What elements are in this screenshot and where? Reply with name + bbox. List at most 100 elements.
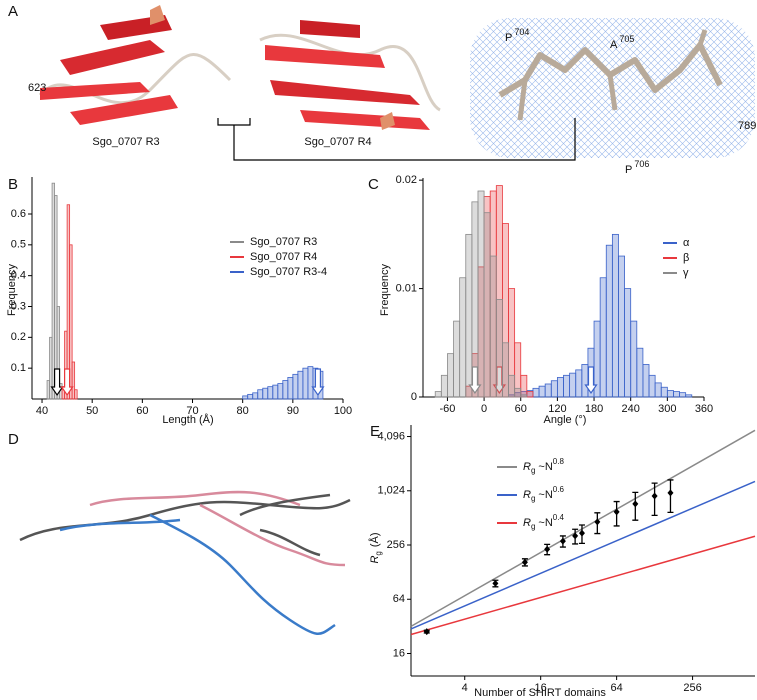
x-tick-label: 60 bbox=[136, 405, 148, 417]
histogram-bar bbox=[489, 255, 497, 398]
unit: (Å) bbox=[368, 532, 381, 547]
legend-label: Rg ~N0.6 bbox=[523, 485, 564, 503]
data-point bbox=[492, 579, 499, 587]
y-tick-label: 1,024 bbox=[377, 485, 405, 497]
mean-arrow bbox=[468, 366, 482, 395]
subscript: g bbox=[531, 494, 535, 503]
data-point bbox=[521, 558, 528, 566]
residue-number: 705 bbox=[619, 34, 634, 44]
histogram-bar bbox=[502, 342, 509, 398]
structure-label: Sgo_0707 R4 bbox=[304, 136, 371, 148]
histogram-bar bbox=[538, 385, 546, 398]
fit-line bbox=[410, 535, 756, 636]
y-tick-label: 0.02 bbox=[396, 174, 417, 186]
histogram-bar bbox=[277, 383, 284, 400]
histogram-bar bbox=[563, 374, 571, 398]
data-point bbox=[544, 545, 551, 553]
subscript: g bbox=[374, 551, 383, 555]
superposition-art bbox=[19, 490, 351, 635]
histogram-bar bbox=[257, 389, 264, 400]
y-tick-label: 0 bbox=[411, 391, 417, 403]
x-axis-label: Angle (°) bbox=[544, 414, 587, 426]
x-axis-label: Length (Å) bbox=[162, 413, 213, 426]
symbol: R bbox=[369, 556, 381, 564]
histogram-bar bbox=[544, 383, 552, 398]
legend-label: α bbox=[683, 237, 690, 249]
x-tick-label: 256 bbox=[683, 682, 701, 694]
x-tick-label: 90 bbox=[287, 405, 299, 417]
histogram-bar bbox=[605, 244, 613, 398]
y-axis-label: Rg (Å) bbox=[368, 532, 383, 563]
legend-label: γ bbox=[683, 267, 689, 279]
x-tick-label: 240 bbox=[622, 403, 640, 415]
histogram-bar bbox=[483, 212, 491, 398]
x-tick-label: 16 bbox=[535, 682, 547, 694]
histogram-bar bbox=[465, 233, 473, 398]
legend-label: Sgo_0707 R3 bbox=[250, 236, 317, 248]
histogram-bar bbox=[69, 244, 73, 400]
y-tick-label: 0.4 bbox=[11, 270, 26, 282]
histogram-bar bbox=[532, 387, 540, 398]
y-tick-label: 0.01 bbox=[396, 282, 417, 294]
x-tick-label: 70 bbox=[186, 405, 198, 417]
histogram-bar bbox=[599, 277, 607, 398]
x-axis-label: Number of SHIRT domains bbox=[474, 687, 606, 699]
x-tick-label: 360 bbox=[695, 403, 713, 415]
exponent: 0.8 bbox=[553, 457, 565, 466]
x-tick-label: -60 bbox=[439, 403, 455, 415]
panel-label: E bbox=[370, 423, 380, 440]
x-tick-label: 100 bbox=[334, 405, 352, 417]
histogram-bar bbox=[297, 370, 304, 400]
data-point bbox=[572, 532, 579, 540]
legend-label: Sgo_0707 R4 bbox=[250, 251, 317, 263]
histogram-bar bbox=[618, 255, 625, 398]
x-tick-label: 80 bbox=[237, 405, 249, 417]
panel-label: B bbox=[8, 176, 18, 193]
histogram-bar bbox=[581, 364, 589, 398]
fit-line bbox=[410, 480, 756, 630]
histogram-bar bbox=[685, 394, 693, 398]
structure-art bbox=[38, 5, 755, 161]
residue-letter: P bbox=[505, 32, 512, 44]
x-tick-label: 0 bbox=[481, 403, 487, 415]
x-tick-label: 120 bbox=[548, 403, 566, 415]
y-tick-label: 0.2 bbox=[11, 331, 26, 343]
y-tick-label: 0.1 bbox=[11, 362, 26, 374]
histogram-bar bbox=[636, 347, 644, 398]
symbol: R bbox=[523, 489, 531, 501]
histogram-bar bbox=[654, 382, 662, 398]
data-point bbox=[578, 529, 585, 537]
y-tick-label: 4,096 bbox=[377, 430, 405, 442]
histogram-bar bbox=[453, 320, 461, 398]
structure-label: 789 bbox=[738, 120, 756, 132]
structure-label: Sgo_0707 R3 bbox=[92, 136, 159, 148]
histogram-bar bbox=[520, 374, 528, 398]
histogram-bar bbox=[514, 387, 522, 398]
histogram-bar bbox=[242, 395, 249, 400]
histogram-bar bbox=[666, 390, 674, 398]
relation: ~N bbox=[538, 489, 552, 501]
histogram-bar bbox=[440, 374, 448, 398]
histogram-bar bbox=[71, 361, 76, 400]
histogram-bar bbox=[556, 377, 564, 398]
mean-arrow bbox=[584, 366, 598, 395]
histogram-bar bbox=[495, 299, 503, 398]
mean-arrow bbox=[50, 368, 64, 397]
y-axis-label: Frequency bbox=[6, 264, 18, 316]
histogram-bar bbox=[287, 377, 294, 400]
y-tick-label: 0.5 bbox=[11, 239, 26, 251]
histogram-bar bbox=[575, 369, 583, 398]
histogram-bar bbox=[508, 374, 516, 398]
legend-label: Sgo_0707 R3-4 bbox=[250, 266, 327, 278]
y-tick-label: 64 bbox=[393, 593, 405, 605]
residue-label: P 704 bbox=[505, 27, 529, 44]
panel-label: A bbox=[8, 3, 18, 20]
histogram-bar bbox=[272, 384, 279, 400]
histogram-bar bbox=[282, 380, 289, 400]
panel-label: C bbox=[368, 176, 379, 193]
histogram-bar bbox=[624, 288, 632, 398]
legend-label: Rg ~N0.8 bbox=[523, 457, 564, 475]
data-point bbox=[613, 508, 620, 516]
y-tick-label: 256 bbox=[387, 539, 405, 551]
y-tick-label: 0.6 bbox=[11, 208, 26, 220]
